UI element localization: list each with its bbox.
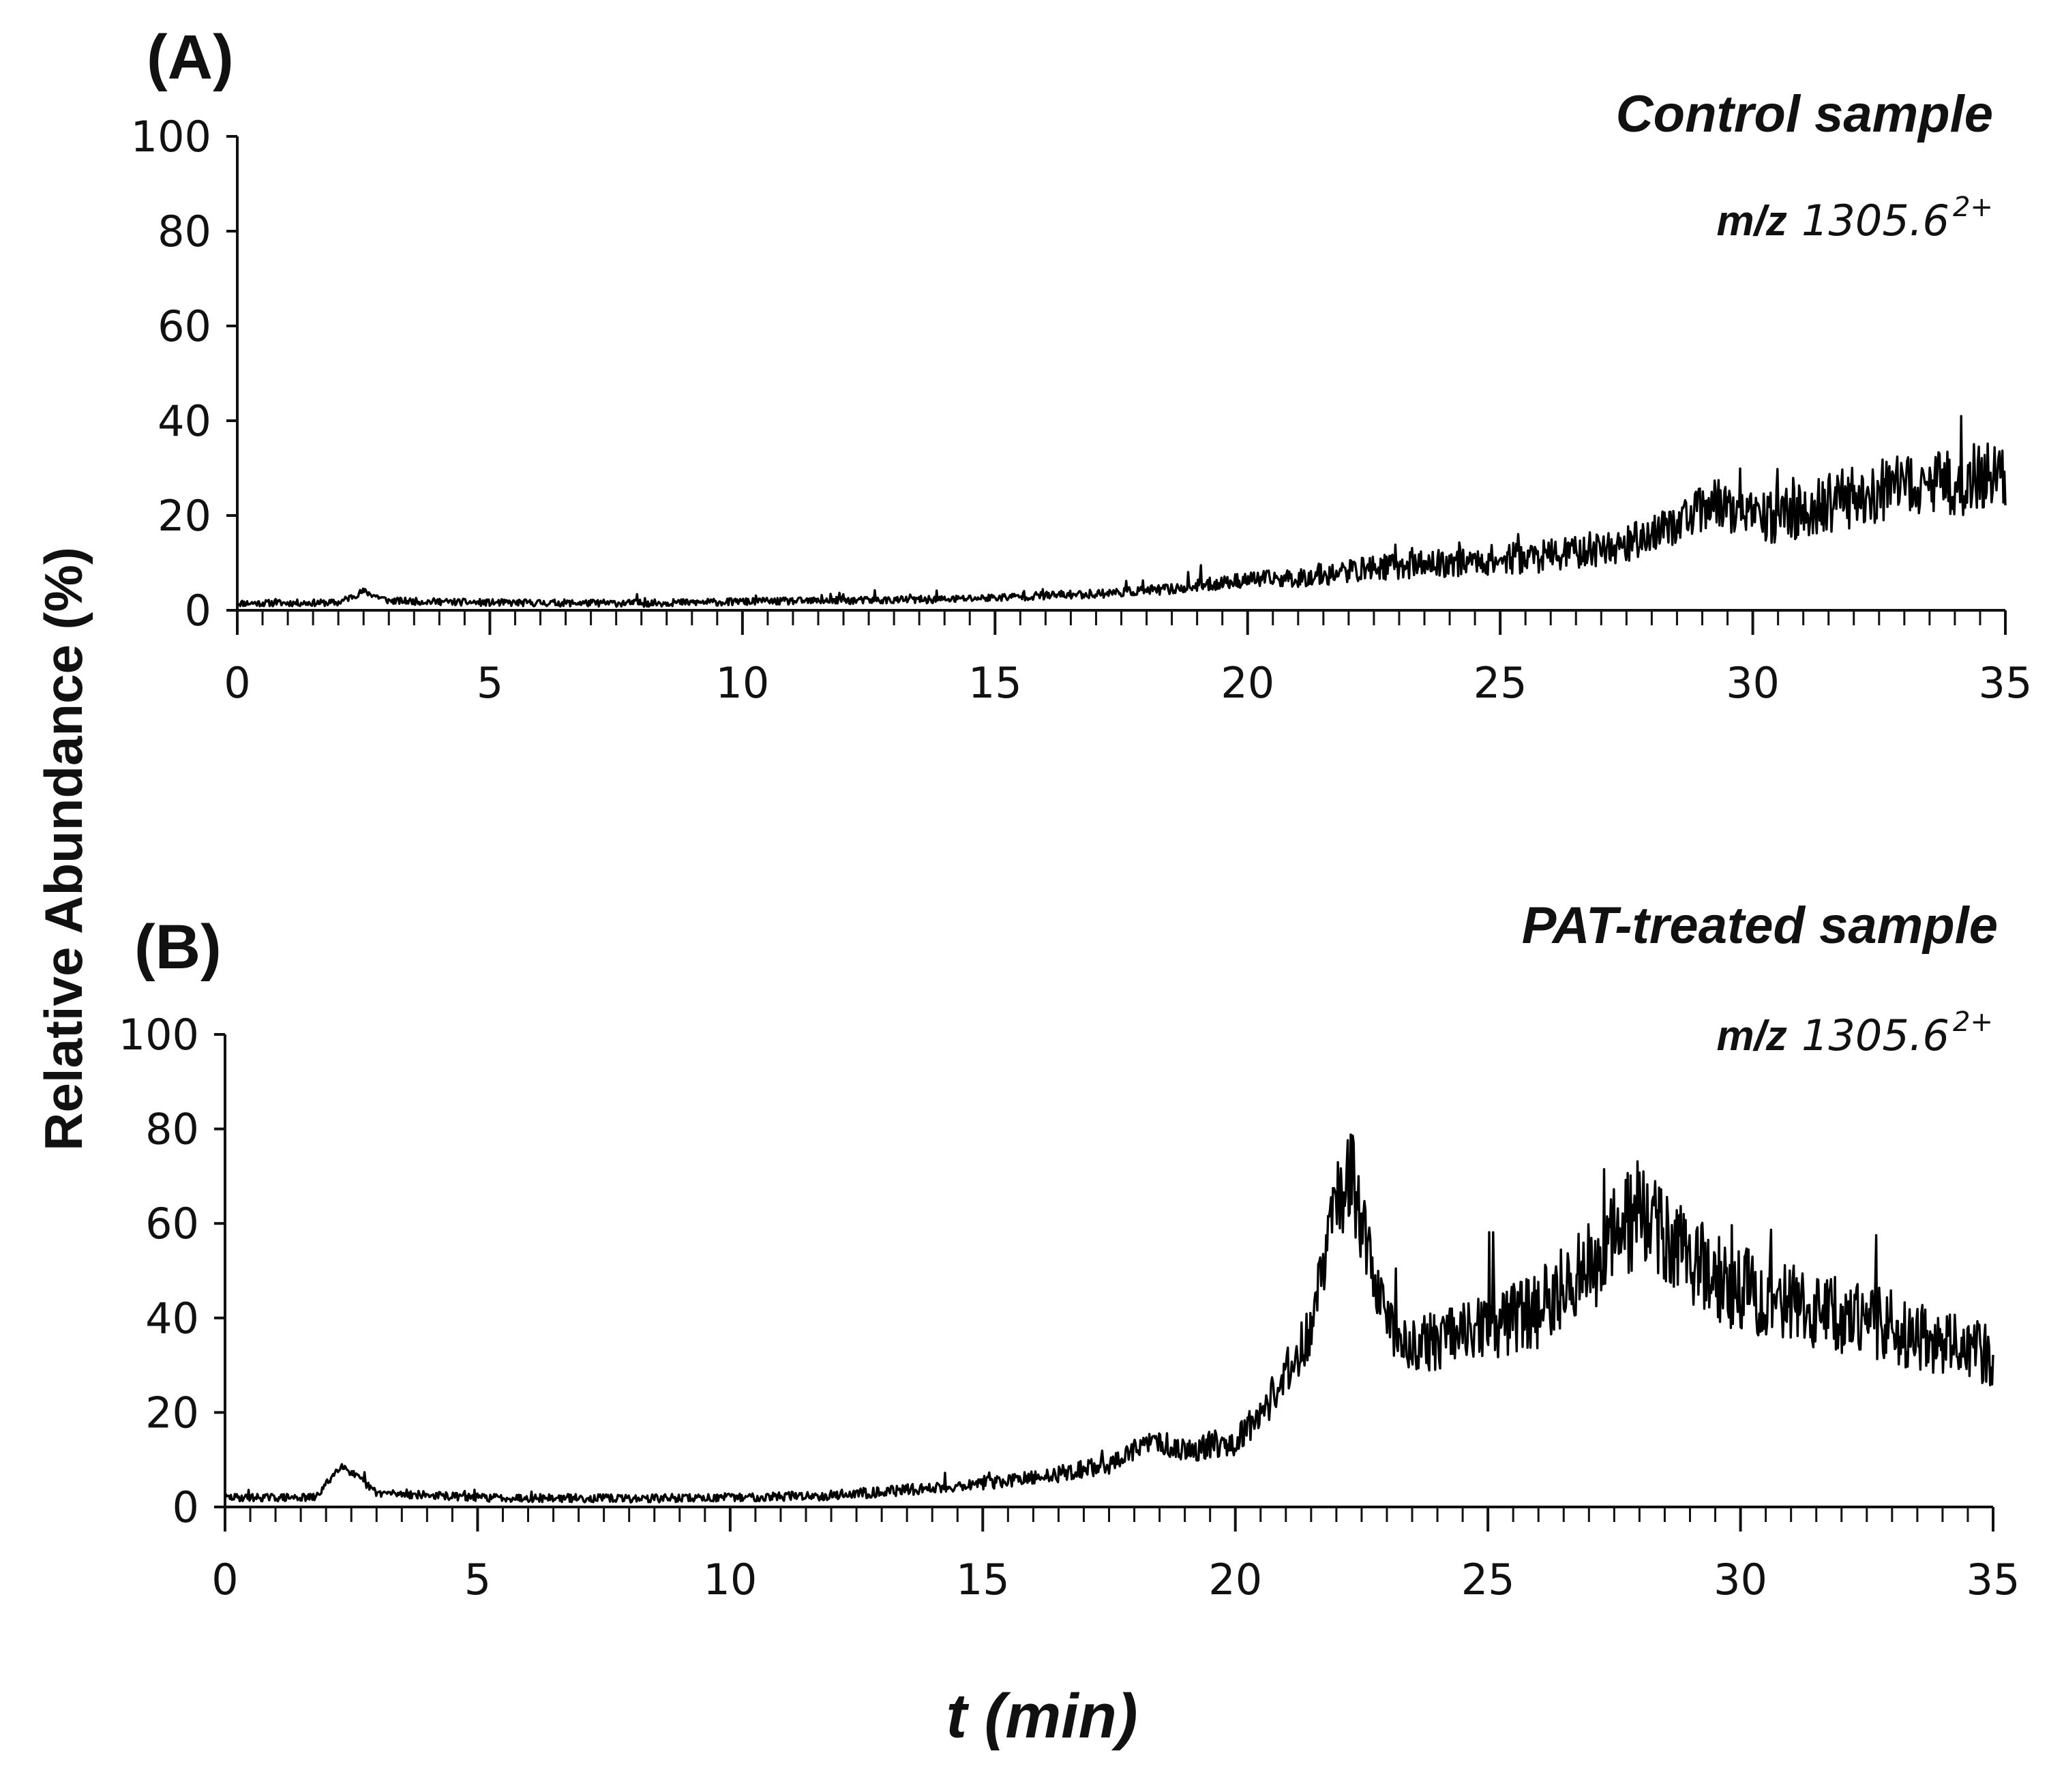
panel-a-mz-annotation: m/z 1305.6 2+ <box>1717 192 1993 245</box>
panel-a-x-tick-label: 0 <box>224 658 250 708</box>
panel-a-x-tick-label: 20 <box>1221 658 1274 708</box>
panel-b-x-tick-label: 10 <box>703 1555 757 1604</box>
panel-b-mz-value: 1305.6 <box>1801 1011 1949 1060</box>
panel-b-mz-charge: 2+ <box>1953 1006 1993 1038</box>
panel-b-y-tick-label: 100 <box>119 1010 199 1060</box>
panel-a-mz-value: 1305.6 <box>1801 196 1949 245</box>
panel-a-y-tick-label: 0 <box>185 586 211 636</box>
panel-b-x-tick-label: 35 <box>1966 1555 2020 1604</box>
panel-b-y-tick-label: 40 <box>145 1294 199 1343</box>
panel-b-y-axis: 0 20 40 60 80 100 <box>119 1010 226 1532</box>
panel-a-x-tick-label: 35 <box>1979 658 2033 708</box>
x-axis-title-text: t (min) <box>946 1682 1137 1751</box>
panel-a-mz-charge: 2+ <box>1953 192 1993 223</box>
panel-a-x-tick-label: 25 <box>1474 658 1527 708</box>
panel-b-x-tick-label: 30 <box>1714 1555 1767 1604</box>
panel-a-mz-prefix: m/z <box>1717 198 1787 245</box>
panel-a-x-tick-label: 15 <box>968 658 1022 708</box>
panel-b-y-tick-label: 80 <box>145 1105 199 1154</box>
panel-a-chart: (A) Control sample m/z 1305.6 2+ 0 20 40 60… <box>131 23 2033 708</box>
panel-b-y-tick-label: 60 <box>145 1199 199 1249</box>
panel-b-series-line <box>224 1133 1994 1504</box>
panel-b-title: PAT-treated sample <box>1522 897 1998 955</box>
panel-a-y-tick-label: 100 <box>131 112 211 162</box>
panel-b-y-tick-label: 20 <box>145 1388 199 1437</box>
panel-b-x-tick-label: 20 <box>1208 1555 1262 1604</box>
panel-a-label: (A) <box>147 23 234 92</box>
panel-a-y-axis: 0 20 40 60 80 100 <box>131 112 239 636</box>
x-axis-title: t (min) <box>946 1682 1137 1751</box>
panel-b-x-tick-label: 0 <box>211 1555 238 1604</box>
panel-a-x-tick-label: 5 <box>477 658 503 708</box>
panel-a-y-tick-label: 20 <box>158 491 211 541</box>
panel-a-title: Control sample <box>1616 85 1993 143</box>
panel-b-x-tick-label: 5 <box>464 1555 491 1604</box>
panel-a-y-tick-label: 80 <box>158 207 211 256</box>
panel-a-x-tick-label: 10 <box>715 658 769 708</box>
panel-b-mz-annotation: m/z 1305.6 2+ <box>1717 1006 1993 1060</box>
panel-b-label: (B) <box>134 912 222 982</box>
panel-b-x-tick-label: 15 <box>956 1555 1010 1604</box>
panel-a-x-tick-label: 30 <box>1726 658 1780 708</box>
panel-b-chart: (B) PAT-treated sample m/z 1305.6 2+ 0 20… <box>119 897 2020 1604</box>
panel-b-mz-prefix: m/z <box>1717 1013 1787 1060</box>
panel-b-y-tick-label: 0 <box>173 1482 199 1532</box>
y-axis-title: Relative Abundance (%) <box>33 547 93 1151</box>
panel-b-x-tick-label: 25 <box>1461 1555 1515 1604</box>
panel-a-series-line <box>237 415 2007 608</box>
panel-b-x-axis: 0 5 10 15 20 25 30 35 <box>211 1506 2020 1604</box>
panel-a-y-tick-label: 40 <box>158 396 211 446</box>
panel-a-y-tick-label: 60 <box>158 301 211 351</box>
panel-a-x-axis: 0 5 10 15 20 25 30 35 <box>224 609 2033 708</box>
